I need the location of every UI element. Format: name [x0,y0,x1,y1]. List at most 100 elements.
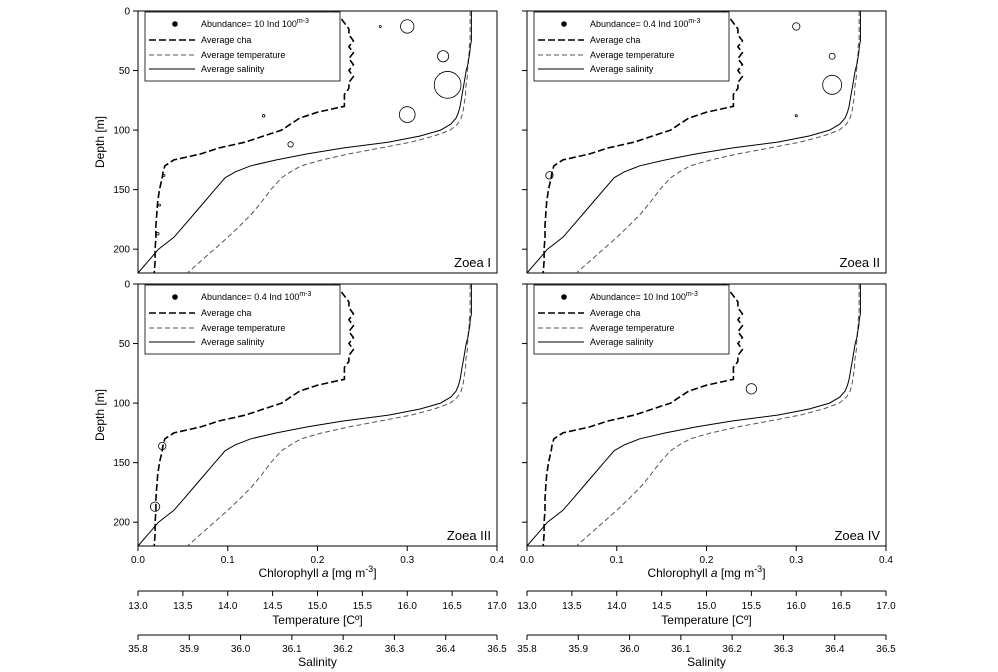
chl-tick-label: 0.1 [610,555,624,566]
salinity-tick-label: 36.4 [436,644,456,655]
y-axis-title: Depth [m] [93,389,107,441]
salinity-tick-label: 36.2 [722,644,742,655]
panel-label: Zoea III [447,528,491,543]
temperature-profile-line [576,11,860,274]
cha-profile-line [153,10,355,274]
y-tick-label: 0 [124,280,130,291]
legend-abundance-label: Abundance= 0.4 Ind 100m-3 [201,291,312,302]
temperature-axis-title: Temperature [Cº] [272,613,362,627]
abundance-bubble [437,50,450,63]
salinity-tick-label: 36.0 [231,644,251,655]
chl-tick-label: 0.4 [490,555,504,566]
temperature-tick-label: 14.0 [218,601,238,612]
panel-1: 0 50 100 150 200 Depth [m] Abundance= 10 Ind 1… [93,7,498,274]
panel-2: Abundance= 0.4 Ind 100m-3 Average cha Aver… [522,10,887,274]
abundance-bubble [162,173,166,177]
abundance-bubble [828,52,836,60]
y-axis-title: Depth [m] [93,116,107,168]
salinity-tick-label: 36.1 [671,644,691,655]
salinity-profile-line [137,284,472,547]
chl-axis-title: Chlorophyll a [mg m-3] [258,564,376,580]
salinity-tick-label: 36.5 [487,644,507,655]
temperature-tick-label: 16.5 [442,601,462,612]
chl-tick-label: 0.0 [131,555,145,566]
y-tick-label: 50 [119,66,131,77]
salinity-axis-title: Salinity [298,655,337,669]
salinity-tick-label: 36.3 [774,644,794,655]
chl-tick-label: 0.2 [311,555,325,566]
salinity-tick-label: 36.0 [620,644,640,655]
y-tick-label: 200 [113,518,130,529]
salinity-tick-label: 35.8 [517,644,537,655]
chl-tick-label: 0.3 [400,555,414,566]
salinity-axis-title: Salinity [687,655,726,669]
salinity-profile-line [137,11,472,274]
temperature-tick-label: 15.5 [353,601,373,612]
chl-tick-label: 0.1 [221,555,235,566]
y-tick-label: 100 [113,399,130,410]
panel-3: 0 50 100 150 200 Depth [m] Abundance= 0.4 Ind … [93,280,507,670]
temperature-tick-label: 14.5 [652,601,672,612]
temperature-tick-label: 16.0 [787,601,807,612]
legend-abundance-marker [561,21,567,27]
legend-temperature-label: Average temperature [590,50,674,60]
abundance-bubble [156,231,160,236]
panel-label: Zoea IV [834,528,880,543]
chl-axis-title: Chlorophyll a [mg m-3] [647,564,765,580]
legend-cha-label: Average cha [201,308,251,318]
abundance-bubble [745,383,757,395]
temperature-profile-line [576,284,860,547]
y-tick-label: 100 [113,126,130,137]
legend-abundance-marker [561,294,567,300]
legend-cha-label: Average cha [590,308,640,318]
legend-abundance-label: Abundance= 10 Ind 100m-3 [201,18,309,29]
abundance-bubble [433,71,462,99]
salinity-tick-label: 35.9 [180,644,200,655]
temperature-tick-label: 13.0 [517,601,537,612]
chl-tick-label: 0.4 [879,555,893,566]
legend-salinity-label: Average salinity [201,64,265,74]
legend-salinity-label: Average salinity [590,64,654,74]
salinity-profile-line [526,284,861,547]
temperature-tick-label: 13.5 [173,601,193,612]
panel-4: Abundance= 10 Ind 100m-3 Average cha Avera… [517,283,896,669]
y-tick-label: 150 [113,458,130,469]
y-tick-label: 50 [119,339,131,350]
legend-abundance-marker [172,21,178,27]
temperature-tick-label: 13.5 [562,601,582,612]
abundance-bubble [158,203,161,207]
abundance-bubble [400,19,415,34]
legend-cha-label: Average cha [590,35,640,45]
chl-tick-label: 0.0 [520,555,534,566]
temperature-tick-label: 15.0 [697,601,717,612]
y-tick-label: 200 [113,245,130,256]
temperature-tick-label: 16.0 [398,601,418,612]
abundance-bubble [794,114,798,118]
temperature-tick-label: 17.0 [487,601,507,612]
cha-profile-line [542,10,744,274]
abundance-bubble [261,114,266,118]
temperature-tick-label: 14.0 [607,601,627,612]
temperature-tick-label: 17.0 [876,601,896,612]
chl-tick-label: 0.2 [700,555,714,566]
salinity-tick-label: 36.3 [385,644,405,655]
abundance-bubble [398,106,416,123]
cha-profile-line [153,283,355,547]
abundance-bubble [822,74,843,95]
abundance-bubble [149,501,161,512]
temperature-profile-line [187,284,471,547]
temperature-tick-label: 15.5 [742,601,762,612]
legend-abundance-label: Abundance= 10 Ind 100m-3 [590,291,698,302]
panel-label: Zoea II [840,255,880,270]
salinity-tick-label: 35.9 [569,644,589,655]
cha-profile-line [542,283,744,547]
panel-frame [137,10,498,274]
salinity-tick-label: 36.5 [876,644,896,655]
abundance-bubble [792,22,801,31]
legend-abundance-marker [172,294,178,300]
temperature-tick-label: 16.5 [831,601,851,612]
y-tick-label: 150 [113,185,130,196]
legend-temperature-label: Average temperature [201,50,285,60]
legend-cha-label: Average cha [201,35,251,45]
